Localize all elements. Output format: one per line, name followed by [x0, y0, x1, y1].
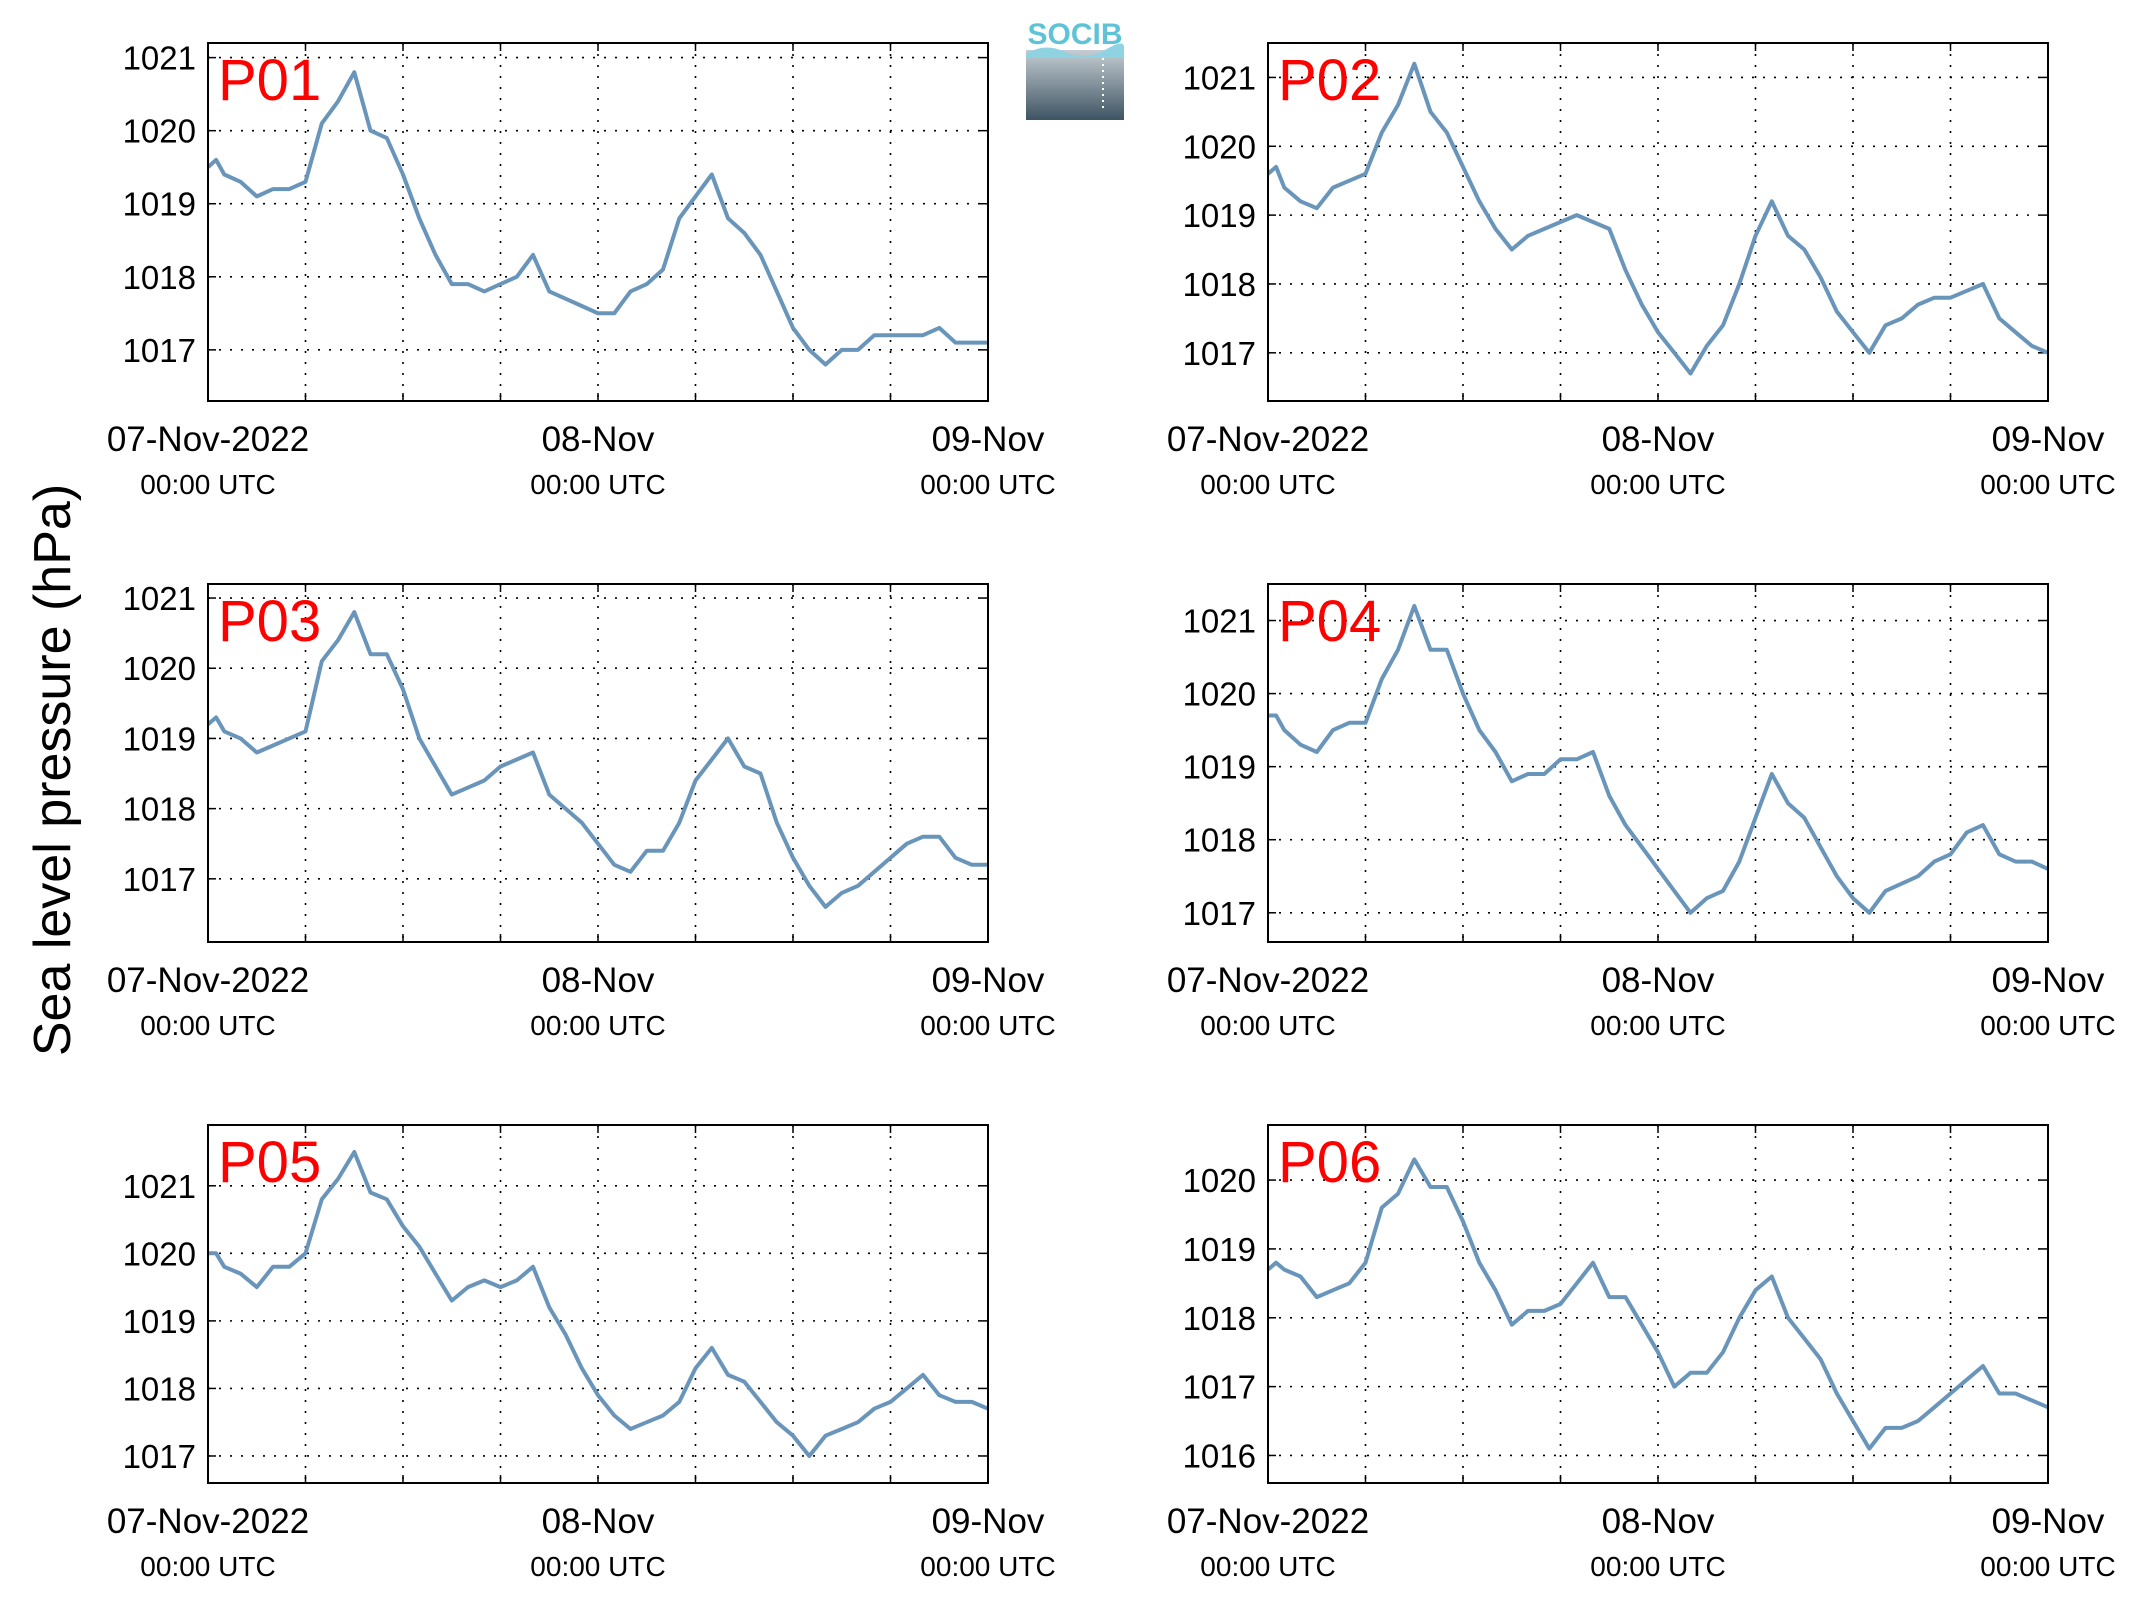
series-line [208, 1150, 989, 1458]
y-tick-label: 1016 [1183, 1437, 1256, 1474]
x-tick-sublabel: 00:00 UTC [920, 1010, 1055, 1041]
y-tick-label: 1019 [1183, 749, 1256, 786]
y-tick-label: 1021 [123, 40, 196, 77]
x-tick-sublabel: 00:00 UTC [530, 469, 665, 500]
axes-frame [207, 42, 989, 402]
axes-frame [1267, 583, 2049, 943]
x-tick-label: 08-Nov [1602, 1502, 1715, 1541]
y-tick-label: 1019 [123, 186, 196, 223]
panel-p01: 1017 1018 1019 1020 1021 07-Nov-2022 00:00 UTC… [107, 40, 1056, 500]
x-tick-label: 07-Nov-2022 [107, 1502, 309, 1541]
x-tick-label: 07-Nov-2022 [107, 961, 309, 1000]
x-tick-sublabel: 00:00 UTC [1980, 469, 2115, 500]
y-tick-label: 1020 [1183, 128, 1256, 165]
x-tick-label: 09-Nov [932, 420, 1045, 459]
y-tick-label: 1018 [1183, 822, 1256, 859]
panel-p02: 1017 1018 1019 1020 1021 07-Nov-2022 00:00 UTC… [1167, 42, 2116, 500]
x-tick-sublabel: 00:00 UTC [920, 469, 1055, 500]
x-tick-sublabel: 00:00 UTC [140, 1010, 275, 1041]
x-tick-label: 08-Nov [542, 1502, 655, 1541]
station-label: P02 [1278, 48, 1381, 113]
x-tick-sublabel: 00:00 UTC [920, 1551, 1055, 1582]
y-tick-label: 1019 [123, 720, 196, 757]
axes-frame [1267, 42, 2049, 402]
y-tick-label: 1017 [1183, 895, 1256, 932]
y-tick-label: 1018 [123, 1370, 196, 1407]
socib-logo: SOCIB [1025, 18, 1125, 121]
x-tick-label: 09-Nov [1992, 420, 2105, 459]
y-tick-label: 1018 [1183, 266, 1256, 303]
station-label: P06 [1278, 1130, 1381, 1195]
y-axis-label: Sea level pressure (hPa) [24, 484, 82, 1056]
y-tick-label: 1020 [123, 1235, 196, 1272]
station-label: P01 [218, 48, 321, 113]
station-label: P04 [1278, 589, 1381, 654]
y-tick-label: 1018 [123, 259, 196, 296]
panel-p04: 1017 1018 1019 1020 1021 07-Nov-2022 00:00 UTC… [1167, 583, 2116, 1041]
y-tick-label: 1018 [123, 791, 196, 828]
panel-p05: 1017 1018 1019 1020 1021 07-Nov-2022 00:00 UTC… [107, 1124, 1056, 1582]
station-label: P05 [218, 1130, 321, 1195]
y-tick-label: 1020 [1183, 1162, 1256, 1199]
axes-frame [207, 583, 989, 943]
x-tick-sublabel: 00:00 UTC [140, 469, 275, 500]
x-tick-sublabel: 00:00 UTC [1980, 1551, 2115, 1582]
y-tick-label: 1017 [1183, 1369, 1256, 1406]
y-tick-label: 1017 [1183, 335, 1256, 372]
x-tick-label: 07-Nov-2022 [107, 420, 309, 459]
x-tick-sublabel: 00:00 UTC [140, 1551, 275, 1582]
axes-frame [1267, 1124, 2049, 1484]
x-tick-label: 08-Nov [542, 420, 655, 459]
y-tick-label: 1019 [123, 1303, 196, 1340]
y-tick-label: 1018 [1183, 1300, 1256, 1337]
x-tick-label: 07-Nov-2022 [1167, 420, 1369, 459]
x-tick-label: 07-Nov-2022 [1167, 1502, 1369, 1541]
y-tick-label: 1020 [123, 113, 196, 150]
x-tick-label: 08-Nov [1602, 420, 1715, 459]
series-line [1266, 1157, 2049, 1451]
x-tick-label: 09-Nov [932, 1502, 1045, 1541]
x-tick-sublabel: 00:00 UTC [1200, 1551, 1335, 1582]
x-tick-label: 09-Nov [1992, 961, 2105, 1000]
x-tick-label: 08-Nov [542, 961, 655, 1000]
x-tick-sublabel: 00:00 UTC [1590, 1010, 1725, 1041]
y-tick-label: 1021 [123, 1168, 196, 1205]
y-tick-label: 1021 [123, 580, 196, 617]
y-tick-label: 1021 [1183, 59, 1256, 96]
series-line [206, 70, 988, 367]
station-label: P03 [218, 589, 321, 654]
y-tick-label: 1020 [1183, 676, 1256, 713]
x-tick-sublabel: 00:00 UTC [1590, 1551, 1725, 1582]
x-tick-sublabel: 00:00 UTC [1590, 469, 1725, 500]
series-line [206, 610, 988, 909]
axes-frame [207, 1124, 989, 1484]
panel-p06: 1016 1017 1018 1019 1020 07-Nov-2022 00:00 UTC… [1167, 1124, 2116, 1582]
y-tick-label: 1020 [123, 650, 196, 687]
x-tick-label: 09-Nov [1992, 1502, 2105, 1541]
y-tick-label: 1017 [123, 1438, 196, 1475]
x-tick-sublabel: 00:00 UTC [1980, 1010, 2115, 1041]
x-tick-label: 07-Nov-2022 [1167, 961, 1369, 1000]
x-tick-label: 09-Nov [932, 961, 1045, 1000]
y-tick-label: 1017 [123, 861, 196, 898]
logo-text: SOCIB [1027, 18, 1122, 51]
y-tick-label: 1019 [1183, 1231, 1256, 1268]
panel-p03: 1017 1018 1019 1020 1021 07-Nov-2022 00:00 UTC… [107, 580, 1056, 1041]
x-tick-sublabel: 00:00 UTC [1200, 469, 1335, 500]
y-tick-label: 1019 [1183, 197, 1256, 234]
x-tick-label: 08-Nov [1602, 961, 1715, 1000]
series-line [1266, 61, 2049, 376]
x-tick-sublabel: 00:00 UTC [1200, 1010, 1335, 1041]
y-tick-label: 1017 [123, 332, 196, 369]
series-line [1268, 603, 2049, 915]
x-tick-sublabel: 00:00 UTC [530, 1010, 665, 1041]
y-tick-label: 1021 [1183, 603, 1256, 640]
x-tick-sublabel: 00:00 UTC [530, 1551, 665, 1582]
